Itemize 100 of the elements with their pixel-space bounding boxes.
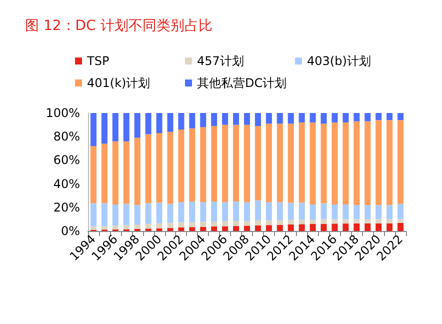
- bar: [288, 220, 294, 225]
- bar: [112, 141, 118, 204]
- legend-label: 403(b)计划: [307, 54, 371, 68]
- bar: [178, 222, 184, 228]
- bar: [364, 121, 371, 206]
- bar: [167, 113, 174, 132]
- bar: [332, 224, 338, 231]
- y-tick-label: 60%: [53, 153, 80, 168]
- bar: [332, 122, 338, 204]
- bar: [298, 113, 305, 122]
- bar: [101, 113, 108, 144]
- bar: [342, 204, 349, 220]
- bar: [332, 219, 338, 224]
- bar: [354, 205, 360, 220]
- bar: [189, 113, 196, 128]
- bar: [266, 202, 272, 220]
- bar: [342, 122, 349, 204]
- bar: [167, 132, 174, 204]
- bar: [167, 204, 174, 223]
- bar: [386, 219, 393, 224]
- bar: [254, 126, 261, 200]
- bar: [386, 223, 393, 231]
- bar: [90, 146, 96, 204]
- bar: [145, 224, 152, 229]
- bar: [310, 204, 316, 220]
- bar: [276, 220, 283, 225]
- bar: [364, 205, 371, 220]
- bar: [200, 222, 206, 227]
- bar: [354, 121, 360, 206]
- bar: [320, 113, 327, 124]
- bar: [398, 222, 404, 231]
- bar: [398, 120, 404, 204]
- bar: [233, 220, 240, 226]
- bar: [276, 113, 283, 124]
- bar: [266, 225, 272, 231]
- bar: [376, 113, 382, 120]
- y-tick-label: 100%: [46, 106, 80, 120]
- bar: [310, 122, 316, 204]
- bar: [244, 202, 250, 221]
- bar: [254, 220, 261, 226]
- bar: [178, 202, 184, 222]
- bar: [386, 120, 393, 206]
- bar: [288, 224, 294, 231]
- bar: [222, 113, 228, 125]
- bar: [211, 222, 218, 227]
- legend-label: 401(k)计划: [87, 76, 150, 90]
- bar: [222, 124, 228, 202]
- bar: [386, 113, 393, 120]
- bar: [189, 227, 196, 231]
- bar: [398, 204, 404, 220]
- bar: [156, 228, 162, 231]
- bar: [200, 113, 206, 128]
- bar: [354, 223, 360, 231]
- bar: [189, 222, 196, 228]
- bar: [254, 200, 261, 220]
- bar: [156, 133, 162, 203]
- bar: [156, 113, 162, 134]
- bar: [288, 124, 294, 203]
- bar: [320, 219, 327, 224]
- bar: [376, 205, 382, 220]
- bar: [310, 113, 316, 122]
- bar: [244, 124, 250, 202]
- bar: [123, 141, 130, 204]
- bar: [310, 224, 316, 231]
- bar: [145, 203, 152, 224]
- bar: [211, 126, 218, 202]
- chart-title: 图 12：DC 计划不同类别占比: [25, 18, 212, 34]
- bar: [200, 127, 206, 202]
- bar: [398, 219, 404, 223]
- bar: [386, 205, 393, 220]
- bar: [145, 134, 152, 204]
- bar: [112, 226, 118, 230]
- bar: [211, 226, 218, 231]
- bar: [112, 204, 118, 226]
- bar: [276, 124, 283, 202]
- bar: [276, 202, 283, 220]
- bar: [244, 226, 250, 231]
- bar: [200, 226, 206, 231]
- y-tick-label: 80%: [53, 130, 80, 144]
- bar: [134, 138, 140, 206]
- y-tick-label: 0%: [60, 224, 80, 238]
- bar: [233, 202, 240, 221]
- bar: [376, 120, 382, 206]
- bar: [167, 222, 174, 228]
- bar: [233, 124, 240, 202]
- bar: [310, 220, 316, 224]
- bar: [332, 113, 338, 122]
- bar: [298, 224, 305, 231]
- bar: [101, 203, 108, 226]
- bar: [276, 224, 283, 231]
- bar: [123, 225, 130, 230]
- bar: [364, 113, 371, 122]
- bar: [320, 203, 327, 220]
- bar: [101, 144, 108, 204]
- bar: [298, 122, 305, 203]
- bar: [376, 223, 382, 231]
- bar: [112, 113, 118, 142]
- bar: [364, 223, 371, 231]
- bar: [123, 204, 130, 226]
- bar: [178, 227, 184, 231]
